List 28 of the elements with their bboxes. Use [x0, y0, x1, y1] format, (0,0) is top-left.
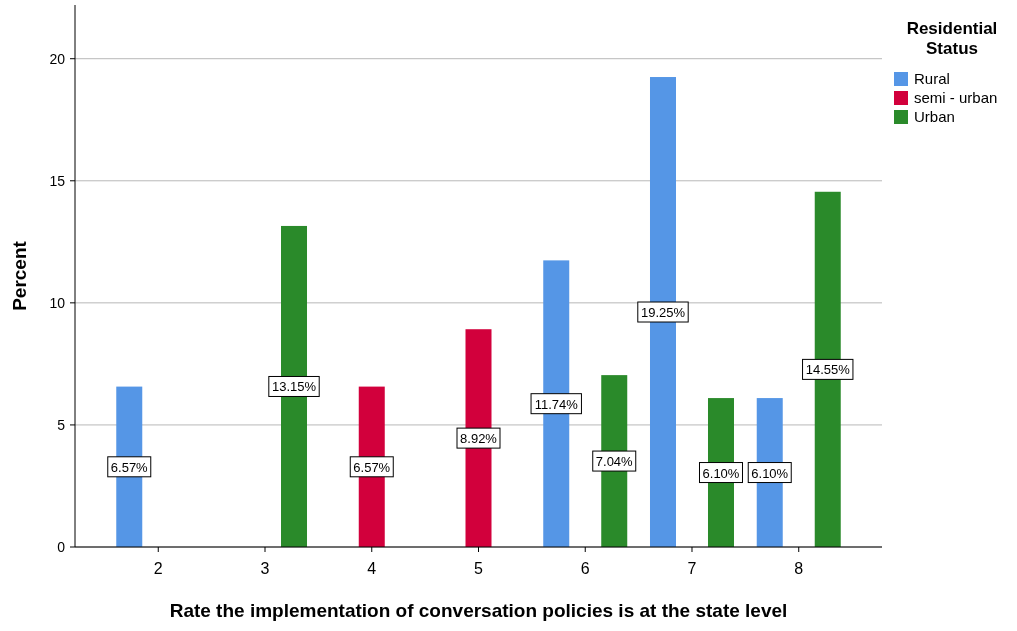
- x-tick-label: 4: [367, 560, 377, 577]
- y-tick-label: 0: [57, 539, 66, 555]
- data-label: 6.10%: [702, 465, 740, 481]
- data-label: 19.25%: [640, 305, 686, 321]
- x-tick-label: 3: [260, 560, 270, 577]
- data-label: 6.57%: [353, 459, 391, 475]
- y-tick-label: 20: [49, 50, 66, 67]
- data-label: 7.04%: [595, 454, 634, 470]
- x-tick-label: 2: [153, 560, 163, 577]
- data-label: 13.15%: [271, 379, 317, 395]
- legend-title: Residential Status: [906, 19, 998, 58]
- legend-label: Rural: [914, 70, 950, 87]
- x-tick-label: 5: [474, 560, 484, 577]
- y-tick-label: 15: [49, 172, 66, 189]
- data-label: 14.55%: [805, 362, 851, 378]
- x-tick-label: 6: [580, 560, 590, 577]
- legend-label: Urban: [914, 108, 955, 125]
- x-tick-label: 8: [794, 560, 804, 577]
- data-label: 6.10%: [751, 465, 789, 481]
- data-label: 11.74%: [534, 396, 579, 412]
- y-tick-label: 10: [49, 294, 66, 311]
- y-tick-label: 5: [57, 416, 66, 433]
- x-axis-title: Rate the implementation of conversation policies is at the state level: [169, 600, 788, 621]
- data-label: 6.57%: [110, 459, 149, 475]
- y-axis-title: Percent: [9, 240, 30, 311]
- legend-label: semi - urban: [914, 89, 998, 106]
- x-tick-label: 7: [687, 560, 697, 577]
- data-label: 8.92%: [460, 431, 498, 447]
